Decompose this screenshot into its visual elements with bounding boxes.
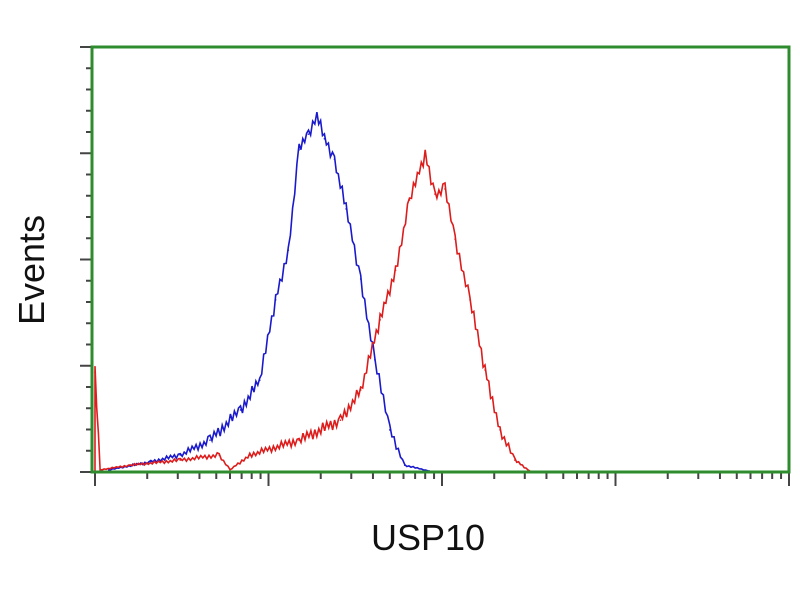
axis-ticks [80,46,790,486]
series-2-point [514,459,516,461]
series-1-point [374,359,376,361]
series-2-point [99,469,101,471]
series-2-point [469,299,471,301]
x-axis-label: USP10 [371,517,485,558]
series-1-point [274,299,277,301]
series-1-point [345,208,347,210]
series-line-1 [108,111,430,472]
series-1-point [388,429,391,431]
series-1-point [333,158,336,160]
series-line-2 [94,149,531,472]
series-2-point [434,193,436,195]
series-2-point [179,459,182,461]
series-2-point [298,439,300,441]
series-2-point [229,469,231,471]
series-2-point [484,369,486,371]
series-2-point [424,154,426,156]
series-2-point [129,464,132,467]
series-2-point [218,454,221,456]
series-1-point [287,249,290,251]
series-1-point [359,278,362,280]
series-2-point [379,319,381,321]
series-1-point [179,454,182,456]
series-1-point [403,464,406,467]
series-2-point [408,199,411,201]
series-1-point [107,469,110,471]
series-1-point [239,409,242,411]
series-2-point [454,238,456,240]
series-2-point [499,429,501,431]
series-1-point [209,439,211,441]
series-1-point [258,379,261,382]
series-group [94,111,531,473]
series-2-point [359,389,362,391]
series-2-point [94,371,96,373]
series-2-point [339,419,342,421]
series-2-point [394,269,397,271]
series-1-point [298,149,300,151]
series-1-point [323,138,326,140]
series-1-point [307,133,310,135]
series-2-point [248,454,251,456]
series-1-point [316,113,318,115]
series-2-point [444,188,446,190]
y-axis-label: Events [11,215,52,325]
plot-frame [90,45,791,474]
